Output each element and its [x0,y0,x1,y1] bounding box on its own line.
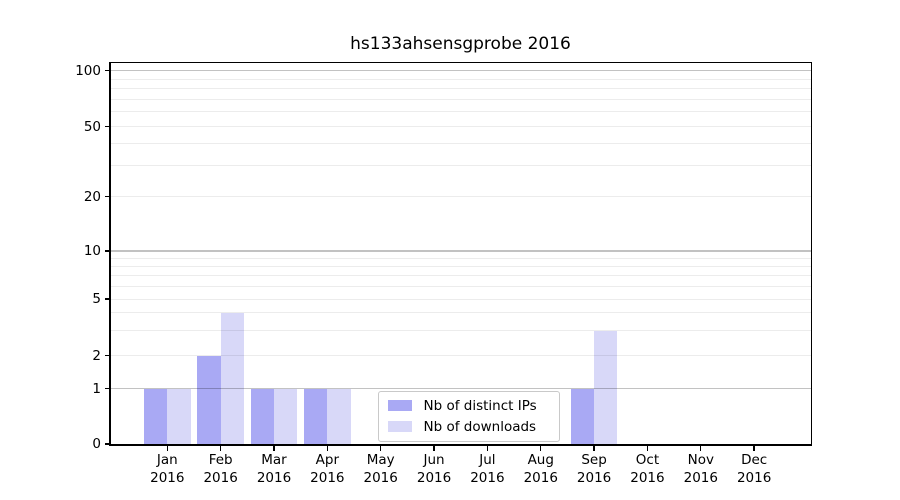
gridline-minor-9 [110,257,811,259]
y-tick-label-100: 100 [75,62,101,79]
gridline-minor-20 [110,196,811,198]
x-tick-label-may: May 2016 [363,452,398,486]
x-tick-mark-may [380,445,382,451]
axis-spine-left [109,61,111,446]
y-tick-mark-0 [104,443,110,445]
gridline-minor-3 [110,330,811,332]
x-tick-label-sep: Sep 2016 [576,452,612,486]
axis-spine-right [810,61,812,446]
legend: Nb of distinct IPs Nb of downloads [377,390,560,442]
legend-item-distinct-ips: Nb of distinct IPs [387,397,551,414]
bar-downloads-apr [327,388,351,444]
x-tick-label-dec: Dec 2016 [736,452,772,486]
bar-downloads-mar [274,388,298,444]
y-tick-label-10: 10 [83,243,101,259]
x-tick-label-aug: Aug 2016 [523,452,558,486]
x-tick-mark-nov [700,445,702,451]
bar-distinct-ips-jan [144,388,168,444]
y-tick-label-50: 50 [83,118,101,135]
x-tick-mark-sep [593,445,595,451]
x-tick-label-jun: Jun 2016 [416,452,452,486]
x-tick-mark-mar [273,445,275,451]
x-tick-label-feb: Feb 2016 [203,452,238,486]
gridline-minor-7 [110,275,811,277]
gridline-minor-60 [110,111,811,113]
gridline-minor-70 [110,99,811,101]
gridline-minor-30 [110,165,811,167]
gridline-minor-90 [110,78,811,80]
gridline-minor-4 [110,312,811,314]
y-tick-mark-100 [104,70,110,72]
x-tick-mark-dec [753,445,755,451]
gridline-minor-80 [110,88,811,90]
x-tick-label-nov: Nov 2016 [683,452,718,486]
y-tick-mark-1 [104,387,110,390]
y-tick-mark-5 [104,298,110,300]
x-tick-label-mar: Mar 2016 [256,452,292,486]
y-tick-mark-10 [104,250,110,252]
legend-label-distinct-ips: Nb of distinct IPs [423,397,537,414]
y-tick-mark-2 [104,355,110,357]
x-tick-label-jan: Jan 2016 [150,452,185,486]
gridline-major-1 [110,387,811,390]
gridline-minor-50 [110,126,811,128]
bar-downloads-jan [167,388,191,444]
bar-distinct-ips-apr [304,388,328,444]
y-tick-label-1: 1 [92,380,101,397]
bar-downloads-sep [594,330,618,444]
x-tick-label-oct: Oct 2016 [630,452,665,486]
x-tick-mark-jul [486,445,489,451]
chart-title: hs133ahsensgprobe 2016 [350,34,571,54]
y-tick-mark-20 [104,196,110,198]
gridline-minor-2 [110,355,811,357]
x-tick-mark-feb [219,445,222,451]
legend-label-downloads: Nb of downloads [423,418,537,435]
legend-swatch-distinct-ips-icon [387,400,412,411]
x-tick-mark-apr [326,445,329,451]
x-tick-mark-aug [540,445,542,451]
y-tick-label-2: 2 [92,347,101,364]
x-tick-mark-jun [433,445,435,451]
gridline-major-10 [110,250,811,252]
legend-item-downloads: Nb of downloads [387,418,551,435]
y-tick-mark-50 [104,126,110,128]
x-tick-mark-oct [646,445,649,451]
y-tick-label-5: 5 [92,291,101,307]
gridline-minor-5 [110,298,811,300]
legend-swatch-downloads-icon [387,421,412,432]
bar-distinct-ips-feb [197,355,221,444]
gridline-minor-8 [110,265,811,267]
axis-spine-top [109,61,812,63]
gridline-minor-6 [110,285,811,287]
y-tick-label-0: 0 [92,436,101,452]
gridline-major-100 [110,70,811,72]
x-tick-label-jul: Jul 2016 [470,452,505,486]
bar-distinct-ips-mar [250,388,274,444]
x-tick-label-apr: Apr 2016 [310,452,345,486]
axis-spine-bottom [109,444,812,446]
bar-downloads-feb [220,312,244,444]
y-tick-label-20: 20 [83,188,101,205]
bar-distinct-ips-sep [570,388,595,444]
gridline-minor-40 [110,143,811,145]
x-tick-mark-jan [166,445,168,451]
